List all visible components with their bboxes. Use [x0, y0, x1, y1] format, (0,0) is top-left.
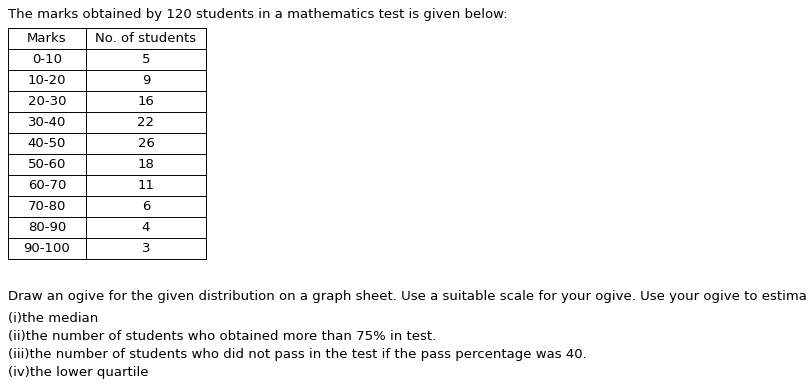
Text: 10-20: 10-20: [27, 74, 66, 87]
Text: (iii)the number of students who did not pass in the test if the pass percentage : (iii)the number of students who did not …: [8, 348, 587, 361]
Text: 6: 6: [142, 200, 150, 213]
Text: 70-80: 70-80: [28, 200, 66, 213]
Text: 16: 16: [138, 95, 155, 108]
Text: 30-40: 30-40: [28, 116, 66, 129]
Text: 26: 26: [138, 137, 155, 150]
Text: 18: 18: [138, 158, 155, 171]
Text: 0-10: 0-10: [32, 53, 62, 66]
Text: 4: 4: [142, 221, 150, 234]
Text: (ii)the number of students who obtained more than 75% in test.: (ii)the number of students who obtained …: [8, 330, 436, 343]
Text: 5: 5: [142, 53, 150, 66]
Text: 80-90: 80-90: [28, 221, 66, 234]
Text: 22: 22: [138, 116, 155, 129]
Text: 3: 3: [142, 242, 150, 255]
Text: (iv)the lower quartile: (iv)the lower quartile: [8, 366, 148, 379]
Text: Marks: Marks: [27, 32, 67, 45]
Text: (i)the median: (i)the median: [8, 312, 98, 325]
Text: 11: 11: [138, 179, 155, 192]
Text: 40-50: 40-50: [28, 137, 66, 150]
Text: 90-100: 90-100: [23, 242, 70, 255]
Text: No. of students: No. of students: [95, 32, 197, 45]
Text: 50-60: 50-60: [28, 158, 66, 171]
Text: Draw an ogive for the given distribution on a graph sheet. Use a suitable scale : Draw an ogive for the given distribution…: [8, 290, 806, 303]
Text: 9: 9: [142, 74, 150, 87]
Text: 60-70: 60-70: [28, 179, 66, 192]
Text: The marks obtained by 120 students in a mathematics test is given below:: The marks obtained by 120 students in a …: [8, 8, 508, 21]
Text: 20-30: 20-30: [27, 95, 66, 108]
